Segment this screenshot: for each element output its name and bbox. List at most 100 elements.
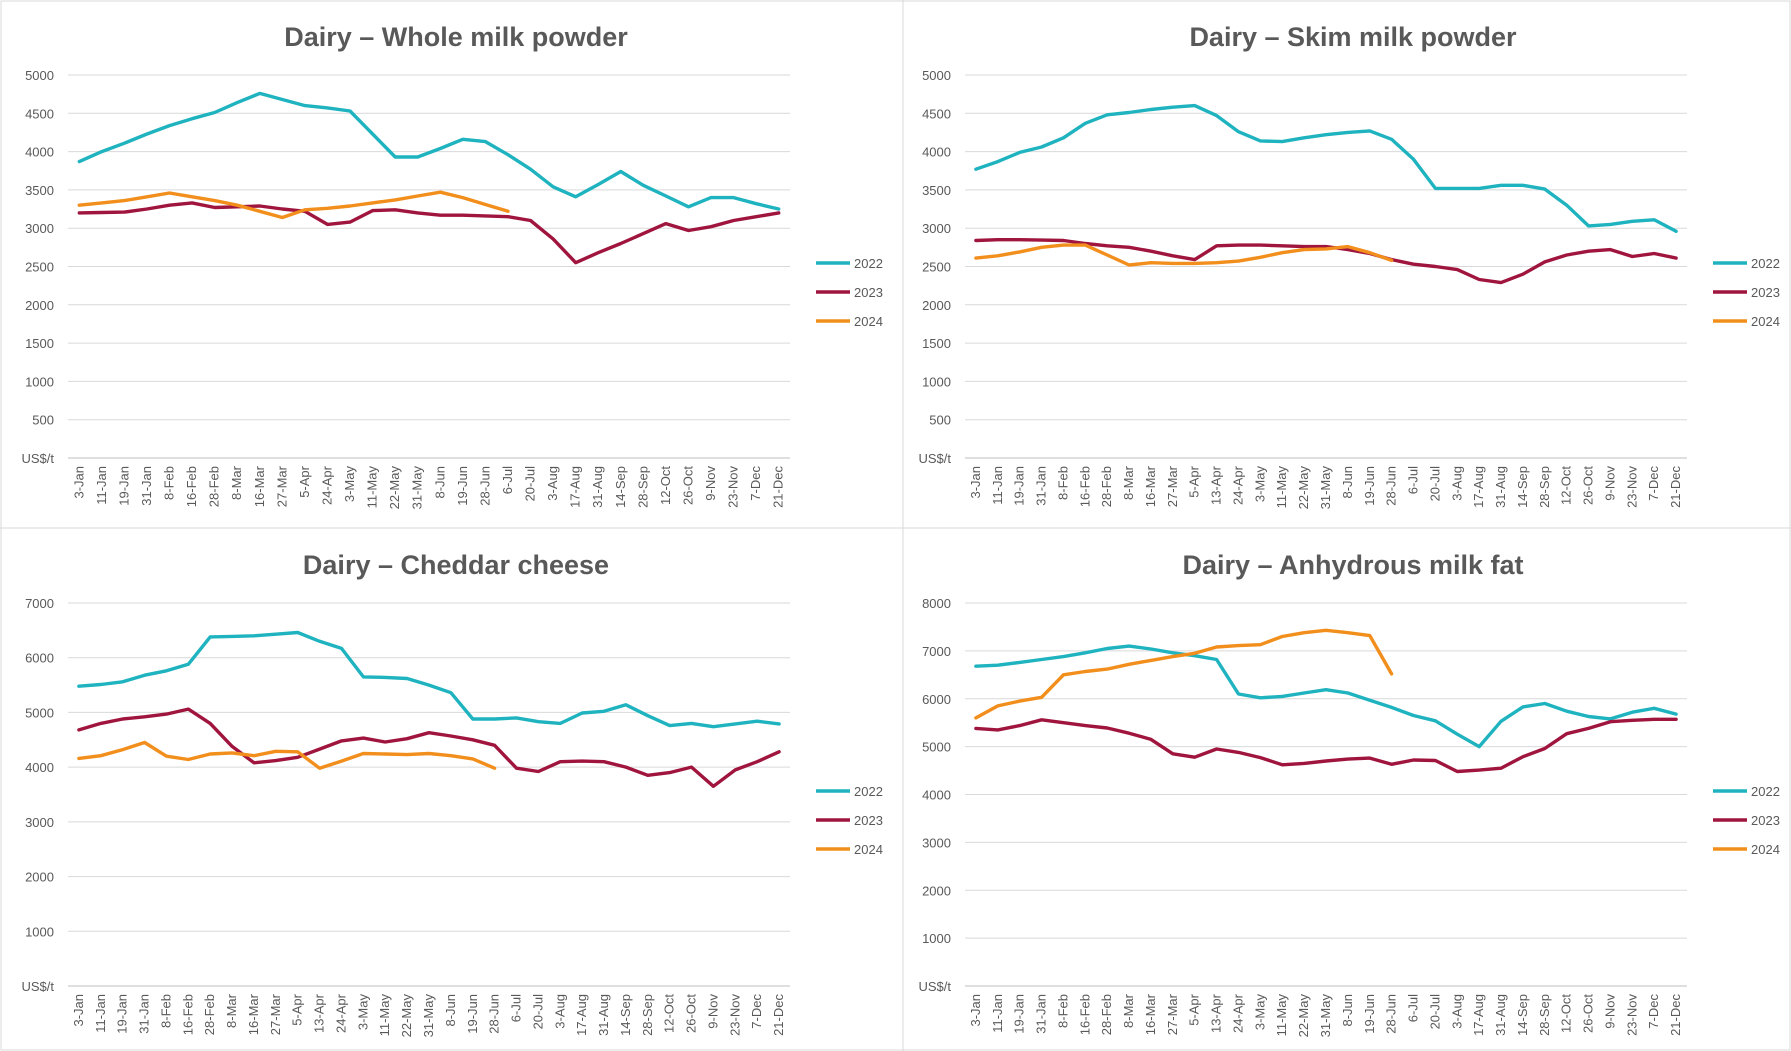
y-tick-label: US$/t [21,979,54,994]
legend-label: 2024 [854,314,883,329]
x-tick-label: 21-Dec [1668,994,1683,1036]
y-tick-label: US$/t [918,451,951,466]
x-tick-label: 20-Jul [530,994,545,1030]
x-tick-label: 16-Feb [1077,994,1092,1035]
x-tick-label: 28-Feb [202,994,217,1035]
x-tick-label: 24-Apr [1230,465,1245,505]
y-tick-label: 4000 [25,145,54,160]
x-tick-label: 31-May [421,994,436,1038]
x-tick-label: 19-Jun [465,994,480,1034]
x-tick-label: 3-Aug [1449,466,1464,501]
x-tick-label: 22-May [1296,466,1311,510]
x-tick-label: 16-Mar [1143,993,1158,1035]
x-tick-label: 21-Dec [1668,466,1683,508]
data-line [77,190,510,220]
x-tick-label: 7-Dec [748,466,763,501]
legend-label: 2024 [854,842,883,857]
x-tick-label: 28-Jun [1384,994,1399,1034]
x-tick-label: 12-Oct [658,466,673,505]
x-tick-label: 13-Apr [1209,993,1224,1033]
y-tick-label: 3000 [922,835,951,850]
y-tick-label: 2500 [922,260,951,275]
x-tick-label: 9-Nov [703,466,718,501]
y-tick-label: 1000 [922,931,951,946]
x-tick-label: 24-Apr [319,465,334,505]
x-tick-label: 3-Aug [552,994,567,1029]
legend-label: 2024 [1751,314,1780,329]
x-tick-label: 17-Aug [1471,994,1486,1036]
x-tick-label: 16-Feb [1077,466,1092,507]
x-tick-label: 24-Apr [333,993,348,1033]
legend-label: 2022 [1751,784,1780,799]
x-tick-label: 28-Jun [487,994,502,1034]
y-tick-label: 7000 [922,644,951,659]
x-tick-label: 21-Dec [771,994,786,1036]
legend-label: 2022 [854,784,883,799]
x-tick-label: 23-Nov [1624,466,1639,508]
x-tick-label: 27-Mar [268,993,283,1035]
x-tick-label: 12-Oct [662,994,677,1033]
x-tick-label: 19-Jan [1012,994,1027,1034]
x-tick-label: 31-Jan [137,994,152,1034]
x-tick-label: 28-Sep [635,466,650,508]
x-tick-label: 22-May [1296,994,1311,1038]
x-tick-label: 3-Aug [545,466,560,501]
legend-label: 2023 [1751,285,1780,300]
x-tick-label: 22-May [399,994,414,1038]
y-tick-label: 2000 [922,883,951,898]
x-tick-label: 6-Jul [1406,466,1421,494]
x-tick-label: 6-Jul [500,466,515,494]
x-tick-label: 14-Sep [613,466,628,508]
y-tick-label: 2500 [25,260,54,275]
data-line [77,707,781,788]
y-tick-label: 5000 [922,740,951,755]
x-tick-label: 31-Jan [1034,994,1049,1034]
x-tick-label: 22-May [387,466,402,510]
x-tick-label: 14-Sep [1515,466,1530,508]
x-tick-label: 8-Feb [1055,994,1070,1028]
x-tick-label: 6-Jul [509,994,524,1022]
x-tick-label: 20-Jul [1427,466,1442,502]
y-tick-label: 4500 [25,106,54,121]
x-tick-label: 31-Aug [1493,994,1508,1036]
x-tick-label: 8-Mar [229,465,244,500]
x-tick-label: 8-Feb [1055,466,1070,500]
x-tick-label: 3-Aug [1449,994,1464,1029]
data-line [974,103,1678,233]
y-tick-label: 1500 [922,336,951,351]
x-tick-label: 17-Aug [1471,466,1486,508]
y-tick-label: 2000 [25,870,54,885]
legend-label: 2024 [1751,842,1780,857]
y-tick-label: 1000 [25,374,54,389]
data-line [974,238,1678,285]
y-tick-label: 6000 [922,692,951,707]
x-tick-label: 12-Oct [1559,466,1574,505]
x-tick-label: 8-Jun [443,994,458,1027]
y-tick-label: 1000 [922,374,951,389]
x-tick-label: 8-Jun [1340,466,1355,499]
x-tick-label: 31-Jan [139,466,154,506]
x-tick-label: 27-Mar [274,465,289,507]
x-tick-label: 11-Jan [94,466,109,505]
x-tick-label: 3-May [342,466,357,503]
x-tick-label: 27-Mar [1165,993,1180,1035]
x-tick-label: 19-Jan [116,466,131,506]
x-tick-label: 16-Mar [252,465,267,507]
x-tick-label: 3-May [355,994,370,1031]
x-tick-label: 5-Apr [297,465,312,497]
x-tick-label: 23-Nov [726,466,741,508]
x-tick-label: 28-Feb [207,466,222,507]
y-tick-label: 4500 [922,106,951,121]
x-tick-label: 31-May [1318,466,1333,510]
y-tick-label: 7000 [25,596,54,611]
x-tick-label: 5-Apr [1187,993,1202,1025]
x-tick-label: 3-Jan [71,994,86,1027]
x-tick-label: 19-Jun [1362,994,1377,1034]
x-tick-label: 3-Jan [71,466,86,499]
y-tick-label: 1000 [25,924,54,939]
y-tick-label: 4000 [25,760,54,775]
x-tick-label: 27-Mar [1165,465,1180,507]
